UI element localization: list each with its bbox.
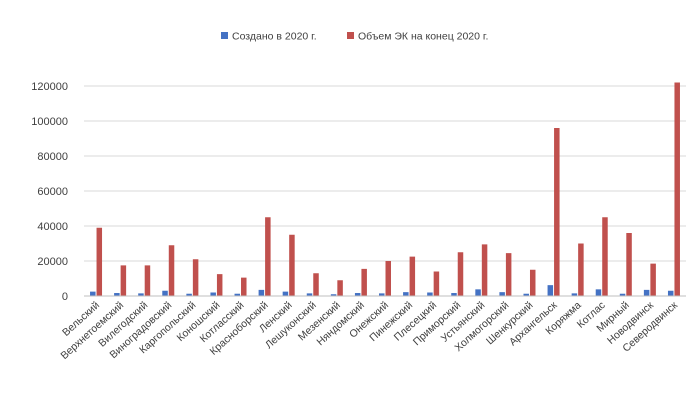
grid: [84, 85, 686, 262]
y-tick-label: 60000: [37, 186, 68, 198]
bar-created-25: [667, 290, 674, 296]
y-tick-label: 0: [62, 291, 68, 303]
bar-created-1: [90, 291, 96, 296]
bar-volume-22: [602, 217, 608, 296]
bar-created-8: [258, 289, 265, 296]
y-tick-label: 120000: [31, 81, 68, 93]
bar-created-13: [379, 293, 385, 296]
bar-created-11: [330, 294, 337, 296]
bar-created-2: [114, 293, 120, 296]
bar-volume-8: [265, 217, 271, 296]
legend: Создано в 2020 г. Объем ЭК на конец 2020…: [221, 31, 488, 43]
bar-volume-12: [361, 268, 367, 296]
bar-volume-7: [241, 277, 247, 296]
bar-volume-13: [385, 261, 391, 296]
bar-volume-17: [481, 244, 488, 296]
bar-created-5: [186, 293, 192, 296]
bar-volume-5: [192, 259, 199, 296]
bar-volume-25: [674, 82, 680, 296]
bar-volume-14: [409, 256, 416, 296]
bar-created-14: [403, 292, 409, 296]
bar-created-22: [595, 289, 602, 296]
bar-volume-21: [578, 243, 584, 296]
bar-created-19: [523, 293, 529, 296]
y-tick-label: 100000: [31, 116, 68, 128]
y-tick-label: 40000: [37, 221, 68, 233]
bar-created-24: [643, 289, 650, 296]
bar-created-7: [234, 293, 241, 296]
bar-volume-6: [216, 274, 223, 296]
x-axis-ticks: ВельскийВерхнетоемскийВилегодскийВиногра…: [58, 299, 680, 362]
bar-volume-24: [650, 263, 656, 296]
bar-created-17: [475, 289, 481, 296]
bar-volume-9: [289, 234, 295, 296]
legend-label-volume: Объем ЭК на конец 2020 г.: [358, 31, 488, 43]
bar-created-21: [571, 293, 578, 296]
legend-swatch-created: [221, 32, 228, 39]
bar-created-10: [306, 293, 313, 296]
y-tick-label: 80000: [37, 151, 68, 163]
bar-created-18: [499, 292, 505, 296]
y-axis-ticks: 0 20000 40000 60000 80000 100000 120000: [31, 81, 68, 303]
bar-created-23: [619, 293, 626, 296]
legend-label-created: Создано в 2020 г.: [232, 31, 317, 43]
bar-created-4: [162, 290, 168, 296]
bar-volume-10: [313, 273, 319, 296]
bar-created-9: [282, 291, 289, 296]
bar-volume-2: [120, 265, 127, 296]
y-tick-label: 20000: [37, 256, 68, 268]
bar-volume-23: [626, 233, 632, 296]
bar-created-12: [354, 293, 361, 296]
bar-volume-3: [144, 265, 151, 296]
bar-created-15: [427, 292, 433, 296]
bars: [90, 82, 680, 296]
bar-volume-20: [554, 128, 560, 296]
bar-created-16: [451, 293, 457, 296]
bar-volume-16: [457, 252, 464, 296]
bar-volume-15: [433, 271, 440, 296]
bar-volume-18: [505, 253, 512, 296]
bar-volume-4: [168, 245, 175, 296]
bar-created-3: [138, 293, 144, 296]
bar-volume-1: [96, 227, 103, 296]
bar-volume-11: [337, 280, 343, 296]
bar-created-20: [547, 285, 554, 296]
legend-swatch-volume: [347, 32, 354, 39]
bar-volume-19: [529, 269, 536, 296]
bar-created-6: [210, 292, 216, 296]
